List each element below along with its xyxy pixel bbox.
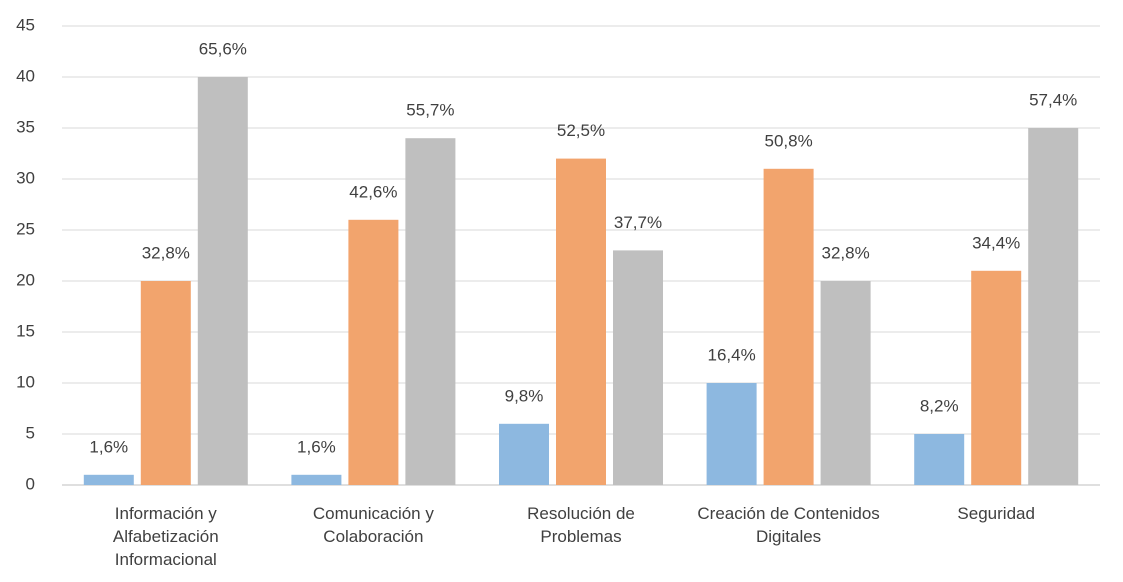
- x-tick-label: Resolución de Problemas: [527, 504, 635, 546]
- y-tick-label: 45: [16, 15, 35, 34]
- x-tick-label: Información y Alfabetización Informacion…: [112, 504, 219, 569]
- y-tick-label: 15: [16, 321, 35, 340]
- bar: [83, 474, 134, 485]
- bar: [556, 158, 606, 485]
- y-tick-label: 30: [16, 168, 35, 187]
- bar: [140, 281, 191, 485]
- bar: [1028, 128, 1079, 485]
- bar: [291, 474, 342, 485]
- bar: [971, 270, 1022, 485]
- x-tick-label: Seguridad: [957, 504, 1035, 523]
- data-label: 34,4%: [972, 233, 1020, 252]
- data-label: 1,6%: [297, 437, 336, 456]
- data-label: 65,6%: [199, 39, 247, 58]
- data-label: 50,8%: [764, 131, 812, 150]
- y-tick-label: 20: [16, 270, 35, 289]
- data-label: 8,2%: [920, 396, 959, 415]
- data-label: 55,7%: [406, 101, 454, 120]
- y-tick-label: 0: [26, 474, 35, 493]
- data-label: 42,6%: [349, 182, 397, 201]
- bar: [197, 77, 248, 485]
- data-label: 57,4%: [1029, 90, 1077, 109]
- bar: [706, 383, 757, 485]
- bar: [499, 423, 549, 485]
- bar: [348, 219, 399, 486]
- y-tick-label: 40: [16, 66, 35, 85]
- data-label: 1,6%: [89, 437, 128, 456]
- data-label: 32,8%: [821, 243, 869, 262]
- x-tick-label: Creación de Contenidos Digitales: [697, 504, 880, 546]
- data-label: 37,7%: [614, 213, 662, 232]
- bar: [820, 281, 871, 485]
- x-tick-label: Comunicación y Colaboración: [312, 504, 434, 546]
- y-tick-label: 5: [26, 423, 35, 442]
- y-tick-label: 25: [16, 219, 35, 238]
- data-label: 9,8%: [505, 386, 544, 405]
- bar: [914, 434, 965, 485]
- data-label: 52,5%: [557, 121, 605, 140]
- bar: [405, 138, 456, 485]
- y-tick-label: 10: [16, 372, 35, 391]
- data-label: 16,4%: [707, 345, 755, 364]
- y-tick-label: 35: [16, 117, 35, 136]
- bar: [763, 168, 814, 486]
- data-label: 32,8%: [142, 243, 190, 262]
- bar: [613, 250, 663, 485]
